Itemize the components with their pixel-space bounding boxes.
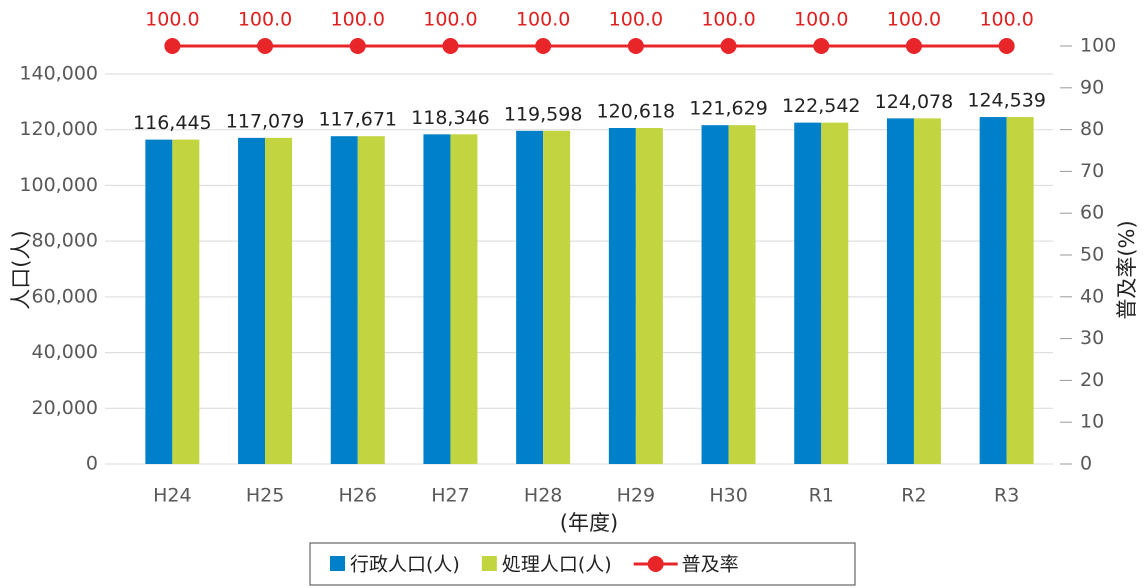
y-tick-label: 0 bbox=[86, 453, 98, 475]
x-axis-title: (年度) bbox=[560, 511, 618, 535]
bar bbox=[423, 134, 451, 465]
x-tick-label: H29 bbox=[617, 485, 655, 507]
legend-swatch bbox=[481, 556, 497, 571]
y2-tick-label: 10 bbox=[1080, 411, 1104, 433]
y-tick-label: 80,000 bbox=[32, 230, 98, 252]
bar bbox=[450, 134, 478, 465]
y-tick-label: 120,000 bbox=[19, 118, 98, 140]
legend-label: 行政人口(人) bbox=[350, 554, 460, 576]
x-tick-label: H28 bbox=[524, 485, 562, 507]
y2-tick-label: 100 bbox=[1080, 35, 1116, 57]
line-point bbox=[535, 38, 552, 54]
y2-tick-label: 70 bbox=[1080, 160, 1104, 182]
data-label: 100.0 bbox=[609, 9, 663, 31]
y2-tick-label: 80 bbox=[1080, 118, 1104, 140]
line-point bbox=[257, 38, 274, 54]
bar bbox=[608, 127, 636, 465]
data-label: 100.0 bbox=[794, 9, 848, 31]
y-tick-label: 20,000 bbox=[32, 397, 98, 419]
bar bbox=[330, 136, 358, 464]
y2-tick-label: 20 bbox=[1080, 369, 1104, 391]
line-point bbox=[813, 38, 830, 54]
data-label: 117,671 bbox=[318, 109, 397, 131]
y2-tick-label: 40 bbox=[1080, 285, 1104, 307]
y-axis-title: 人口(人) bbox=[9, 230, 33, 309]
x-tick-label: H30 bbox=[709, 485, 747, 507]
bar bbox=[979, 117, 1007, 464]
line-point bbox=[905, 38, 922, 54]
data-label: 100.0 bbox=[887, 9, 941, 31]
y-tick-label: 60,000 bbox=[32, 285, 98, 307]
data-label: 100.0 bbox=[516, 9, 570, 31]
line-point bbox=[442, 38, 459, 54]
data-label: 100.0 bbox=[979, 9, 1033, 31]
bar bbox=[145, 139, 173, 464]
y2-axis-title: 普及率(%) bbox=[1115, 220, 1139, 319]
y-tick-label: 40,000 bbox=[32, 341, 98, 363]
data-label: 121,629 bbox=[689, 98, 768, 120]
data-label: 118,346 bbox=[411, 107, 490, 129]
bar bbox=[265, 137, 293, 464]
x-tick-label: H26 bbox=[339, 485, 377, 507]
bar bbox=[238, 137, 266, 464]
y-tick-label: 100,000 bbox=[19, 174, 98, 196]
bar bbox=[1006, 117, 1034, 464]
line-point bbox=[164, 38, 181, 54]
data-label: 122,542 bbox=[782, 95, 861, 117]
x-tick-label: R1 bbox=[809, 485, 834, 507]
line-point bbox=[998, 38, 1015, 54]
line-point bbox=[720, 38, 737, 54]
legend-label: 普及率 bbox=[682, 554, 739, 576]
bar bbox=[701, 125, 729, 464]
data-label: 116,445 bbox=[133, 112, 212, 134]
data-label: 100.0 bbox=[145, 9, 199, 31]
x-tick-label: R2 bbox=[901, 485, 926, 507]
y2-tick-label: 30 bbox=[1080, 327, 1104, 349]
legend-swatch bbox=[647, 556, 664, 572]
bar bbox=[635, 127, 663, 465]
legend-swatch bbox=[330, 556, 345, 571]
bar bbox=[886, 118, 914, 465]
bar bbox=[357, 136, 385, 464]
data-label: 124,539 bbox=[967, 90, 1046, 112]
legend-label: 処理人口(人) bbox=[502, 554, 612, 576]
y2-tick-label: 60 bbox=[1080, 202, 1104, 224]
bar bbox=[728, 125, 756, 464]
y2-tick-label: 50 bbox=[1080, 244, 1104, 266]
bar bbox=[794, 122, 822, 465]
data-label: 124,078 bbox=[875, 91, 954, 113]
x-tick-label: H27 bbox=[431, 485, 469, 507]
y2-tick-label: 0 bbox=[1080, 453, 1092, 475]
y-tick-label: 140,000 bbox=[19, 63, 98, 85]
y2-tick-label: 90 bbox=[1080, 76, 1104, 98]
legend-box bbox=[309, 542, 856, 586]
x-tick-label: H24 bbox=[153, 485, 191, 507]
bar bbox=[172, 139, 200, 464]
x-tick-label: H25 bbox=[246, 485, 284, 507]
data-label: 100.0 bbox=[701, 9, 755, 31]
data-label: 100.0 bbox=[423, 9, 477, 31]
data-label: 117,079 bbox=[226, 110, 305, 132]
data-label: 119,598 bbox=[504, 103, 583, 125]
data-label: 120,618 bbox=[597, 100, 676, 122]
line-point bbox=[627, 38, 644, 54]
bar bbox=[821, 122, 849, 465]
x-tick-label: R3 bbox=[994, 485, 1019, 507]
bar bbox=[516, 130, 544, 464]
bar bbox=[543, 130, 571, 464]
data-label: 100.0 bbox=[238, 9, 292, 31]
bar bbox=[913, 118, 941, 465]
data-label: 100.0 bbox=[331, 9, 385, 31]
line-point bbox=[349, 38, 366, 54]
